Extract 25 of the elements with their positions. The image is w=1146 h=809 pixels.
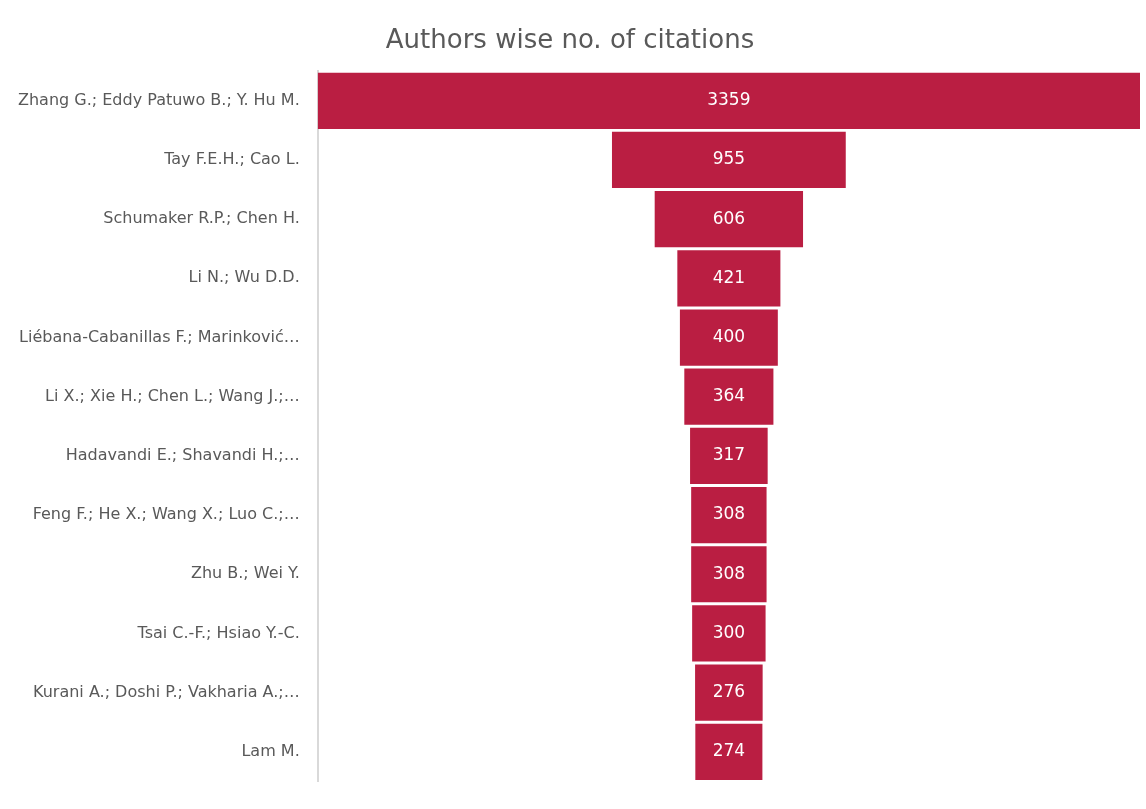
category-label: Schumaker R.P.; Chen H.: [103, 208, 300, 228]
data-label: 606: [712, 207, 746, 228]
category-label: Liébana-Cabanillas F.; Marinković…: [19, 326, 300, 346]
data-label: 364: [712, 385, 746, 406]
data-label: 274: [712, 740, 746, 761]
data-label: 955: [712, 148, 746, 169]
data-label: 300: [712, 621, 746, 642]
data-label: 317: [712, 444, 746, 465]
data-label: 421: [712, 266, 746, 287]
category-label: Tay F.E.H.; Cao L.: [163, 149, 300, 169]
text: Authors wise no. of citations: [385, 24, 755, 55]
category-label: Zhu B.; Wei Y.: [190, 563, 300, 583]
data-label: 3359: [707, 89, 751, 110]
category-label: Feng F.; He X.; Wang X.; Luo C.;…: [32, 504, 300, 524]
category-label: Zhang G.; Eddy Patuwo B.; Y. Hu M.: [17, 89, 300, 109]
category-label: Li N.; Wu D.D.: [188, 267, 300, 287]
category-label: Tsai C.-F.; Hsiao Y.-C.: [136, 622, 300, 642]
data-label: 400: [712, 325, 746, 346]
category-label: Li X.; Xie H.; Chen L.; Wang J.;…: [45, 385, 300, 405]
category-label: Kurani A.; Doshi P.; Vakharia A.;…: [32, 681, 300, 701]
category-label: Hadavandi E.; Shavandi H.;…: [65, 445, 300, 465]
data-label: 308: [712, 503, 746, 524]
category-label: Lam M.: [241, 740, 300, 760]
data-label: 276: [712, 681, 746, 702]
data-label: 308: [712, 562, 746, 583]
